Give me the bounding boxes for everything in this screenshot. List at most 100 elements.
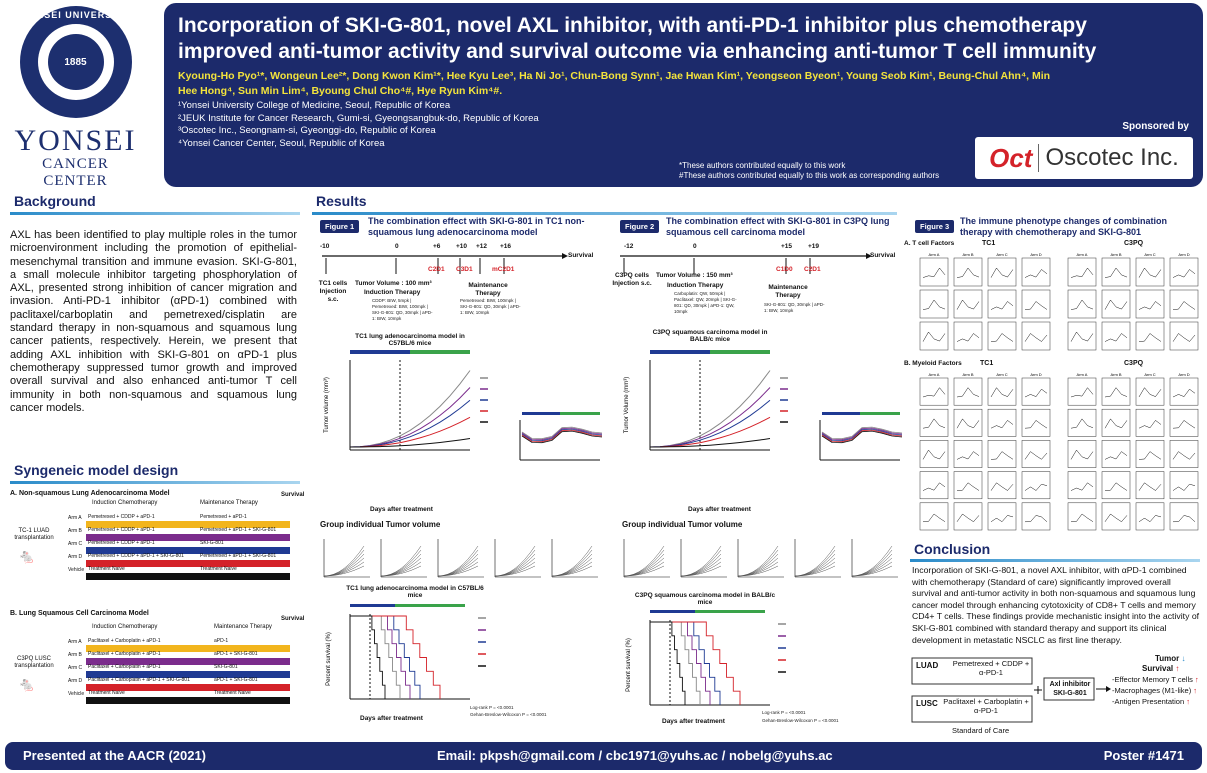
fig1-cycle-mc2d1: mC2D1 <box>492 266 515 273</box>
fig1-day-12: +12 <box>476 243 488 250</box>
effect-3: -Antigen Presentation ↑ <box>1112 697 1190 706</box>
fig1-survival-chart: Percent survival (%) <box>326 604 486 700</box>
mini-panel <box>1021 257 1051 287</box>
sponsor-name: Oscotec Inc. <box>1045 144 1179 171</box>
survival-curve <box>350 615 421 699</box>
bw-curve <box>521 426 603 440</box>
group-curve <box>623 565 665 577</box>
conclusion-tumor: Tumor ↓ <box>1155 654 1186 663</box>
mini-panel-trace <box>1070 449 1094 460</box>
panel-a-maintenance-label: Maintenance Therapy <box>200 500 258 506</box>
arm-header: Arm C <box>1144 252 1155 257</box>
figure-2-title: The combination effect with SKI-G-801 in… <box>666 216 890 237</box>
mini-panel-trace <box>1172 388 1196 398</box>
fig2-day-minus12: -12 <box>624 243 634 250</box>
mini-panel <box>1101 408 1131 437</box>
group-curve <box>851 545 893 577</box>
mini-panel-trace <box>1024 269 1048 278</box>
tumor-curve <box>349 416 471 448</box>
fig2-day-19: +19 <box>808 243 820 250</box>
fig2-surv-xlabel: Days after treatment <box>662 718 725 725</box>
panel-b-title: B. Lung Squamous Cell Carcinoma Model <box>10 610 149 617</box>
survival-curve <box>350 615 386 699</box>
induction-text: Paclitaxel + Carboplatin + aPD-1 <box>88 651 161 657</box>
induction-text: Treatment Naive <box>88 566 125 572</box>
fig1-day-10: +10 <box>456 243 468 250</box>
induction-bar <box>86 658 212 665</box>
mini-panel <box>1067 408 1097 437</box>
tumor-curve <box>350 438 471 448</box>
bw-curve <box>821 427 903 441</box>
syngeneic-heading: Syngeneic model design <box>14 462 179 478</box>
mini-panel-trace <box>1070 513 1094 523</box>
mini-panel <box>953 408 983 437</box>
fig1-group-charts <box>323 539 598 578</box>
arm-label: Arm D <box>68 678 83 684</box>
group-curve <box>851 561 893 577</box>
induction-bar <box>86 534 198 541</box>
mini-panel-trace <box>1104 451 1128 460</box>
survival-curve <box>650 621 701 705</box>
mini-panel-trace <box>1138 387 1162 398</box>
arm-header: Arm B <box>1110 252 1121 257</box>
bw-curve <box>821 430 903 444</box>
seal-ring-text: YONSEI UNIVERSITY <box>21 10 130 20</box>
fig2-day-0: 0 <box>693 243 697 250</box>
mini-panel-trace <box>1024 451 1048 460</box>
arm-header: Arm C <box>996 372 1007 377</box>
fig1-tumor-volume-chart: Tumor volume (mm³) <box>324 350 603 461</box>
affiliations: ¹Yonsei University College of Medicine, … <box>178 100 1189 150</box>
mini-panel <box>1169 471 1199 500</box>
mini-panel <box>1135 471 1165 500</box>
arm-label: Arm C <box>68 541 83 547</box>
mini-panel <box>919 502 949 531</box>
mini-panel-trace <box>956 451 980 460</box>
induction-bar <box>86 671 212 678</box>
fig1-day-minus10: -10 <box>320 243 330 250</box>
figure-2-tag: Figure 2 <box>620 220 660 233</box>
maintenance-bar <box>198 534 290 541</box>
fig2-survival-title: C3PQ squamous carcinoma model in BALB/c … <box>634 592 776 606</box>
maintenance-bar <box>212 671 290 678</box>
effect-1: -Effector Memory T cells ↑ <box>1112 675 1199 684</box>
oscotec-mark-icon: Oct <box>989 142 1033 173</box>
arm-header: Arm A <box>1077 372 1088 377</box>
fig1-logrank: Log-rank P = <0.0001 <box>470 705 514 710</box>
mini-panel-trace <box>922 418 946 429</box>
survival-curve <box>650 621 686 705</box>
mini-panel-trace <box>1172 301 1196 310</box>
fig1-induction-detail: CDDP: BIW, 5mpk | Pemetrexed: BIW, 100mp… <box>372 298 433 321</box>
bw-curve <box>821 426 903 440</box>
mini-panel <box>1021 321 1051 351</box>
induction-text: Paclitaxel + Carboplatin + aPD-1 <box>88 638 161 644</box>
mini-panel <box>1067 321 1097 351</box>
fig2-tumor-volume: Tumor Volume : 150 mm³ <box>656 272 733 279</box>
group-curve <box>851 565 893 577</box>
fig1-maint-detail: Pemetrexed: BIW, 100mpk | SKI-G-801: QD,… <box>460 298 521 315</box>
mini-panel <box>1021 377 1051 406</box>
bw-curve <box>521 427 603 441</box>
figure-1-tag: Figure 1 <box>320 220 360 233</box>
group-curve <box>380 561 422 577</box>
survival-label: Survival <box>1142 664 1174 673</box>
induction-text: Paclitaxel + Carboplatin + aPD-1 <box>88 664 161 670</box>
mini-panel-trace <box>1172 515 1196 523</box>
y-axis-label: Tumor volume (mm³) <box>324 377 330 433</box>
sponsor-label: Sponsored by <box>1122 121 1189 132</box>
group-curve <box>494 561 536 577</box>
mini-panel <box>1067 257 1097 287</box>
group-curve <box>323 545 365 577</box>
group-curve <box>680 561 722 577</box>
mini-panel <box>1101 440 1131 468</box>
mini-panel-trace <box>1070 418 1094 429</box>
mini-panel <box>1135 257 1165 287</box>
mini-panel <box>987 377 1017 406</box>
arrow-up-icon: ↑ <box>1175 664 1180 673</box>
fig2-cycle-c2d1: C2D1 <box>804 266 821 273</box>
mini-panel-trace <box>922 299 946 310</box>
conclusion-lusc: LUSC <box>916 699 938 708</box>
results-heading: Results <box>316 193 367 209</box>
mini-panel <box>1021 502 1051 531</box>
mini-panel <box>953 289 983 319</box>
maintenance-bar <box>212 697 290 704</box>
